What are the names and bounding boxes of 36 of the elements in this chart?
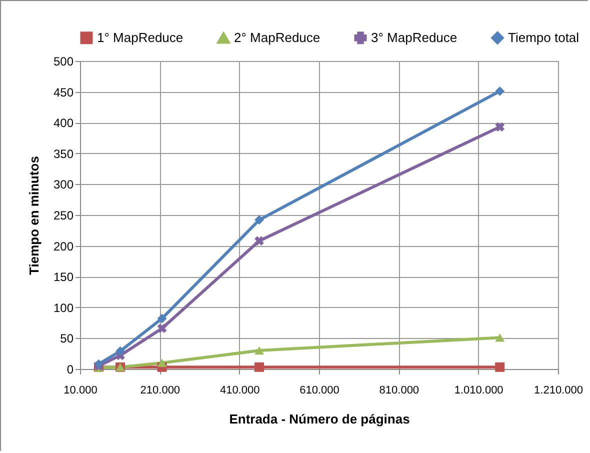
point <box>157 358 167 367</box>
x-tick-label: 1.210.000 <box>534 384 583 396</box>
x-tick-label: 210.000 <box>140 384 180 396</box>
point <box>254 215 264 225</box>
y-tick-label: 350 <box>53 146 74 161</box>
point <box>254 236 264 246</box>
x-tick-label: 610.000 <box>300 384 340 396</box>
point <box>495 122 505 132</box>
point <box>254 362 264 372</box>
point <box>115 346 125 356</box>
y-tick-label: 300 <box>53 178 74 192</box>
y-tick-label: 50 <box>60 332 74 346</box>
y-tick-label: 400 <box>53 116 74 130</box>
y-tick-label: 250 <box>53 208 74 222</box>
x-axis-title: Entrada - Número de páginas <box>229 412 410 426</box>
legend-label: 1° MapReduce <box>97 30 184 45</box>
y-tick-label: 0 <box>66 362 74 376</box>
point <box>157 314 167 324</box>
y-tick-label: 150 <box>53 270 74 284</box>
point <box>495 362 505 372</box>
y-tick-label: 450 <box>53 85 74 100</box>
y-tick-label: 500 <box>53 54 74 68</box>
legend-label: 2° MapReduce <box>234 30 320 46</box>
legend-label: Tiempo total <box>508 30 580 45</box>
y-tick-label: 100 <box>53 300 74 315</box>
x-tick-label: 410.000 <box>220 384 260 396</box>
x-tick-label: 810.000 <box>379 384 420 396</box>
y-tick-label: 200 <box>53 239 74 254</box>
y-axis-title: Tiempo en minutos <box>26 156 42 275</box>
x-tick-label: 1.010.000 <box>454 384 504 396</box>
point <box>495 86 505 96</box>
point <box>157 324 167 334</box>
legend-label: 3° MapReduce <box>371 30 458 45</box>
point <box>495 333 505 342</box>
point <box>254 346 264 355</box>
x-tick-label: 10.000 <box>64 384 98 396</box>
